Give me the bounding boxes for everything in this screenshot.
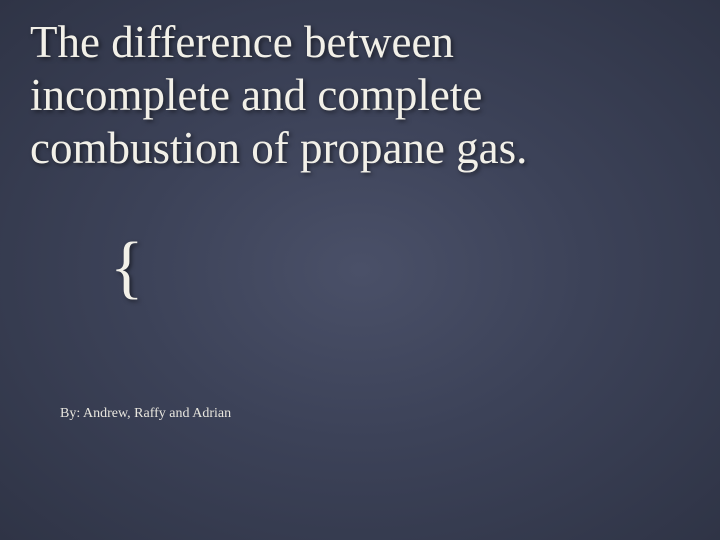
byline: By: Andrew, Raffy and Adrian — [60, 406, 231, 422]
slide-title: The difference between incomplete and co… — [30, 16, 650, 175]
decorative-brace: { — [110, 228, 144, 308]
